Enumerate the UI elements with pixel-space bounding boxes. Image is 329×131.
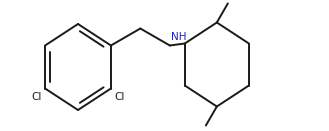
Text: Cl: Cl [114, 92, 124, 102]
Text: NH: NH [171, 32, 186, 42]
Text: Cl: Cl [32, 92, 42, 102]
